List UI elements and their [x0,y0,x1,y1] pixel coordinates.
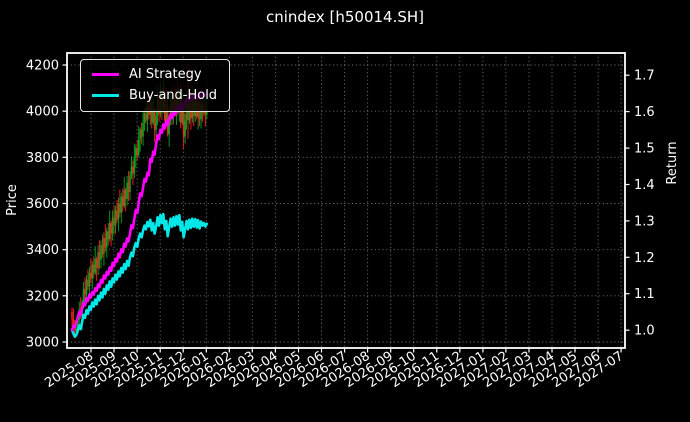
svg-text:4000: 4000 [26,105,59,120]
svg-text:3200: 3200 [26,289,59,304]
legend-item-buy-and-hold: Buy-and-Hold [92,88,217,103]
svg-text:1.7: 1.7 [634,69,655,84]
svg-text:1.1: 1.1 [634,287,655,302]
svg-text:3800: 3800 [26,151,59,166]
plot-border [66,52,626,349]
y-axis-label-price: Price [5,184,20,216]
svg-text:3400: 3400 [26,243,59,258]
svg-text:1.5: 1.5 [634,142,655,157]
svg-text:1.6: 1.6 [634,105,655,120]
svg-text:1.0: 1.0 [634,324,655,339]
series-buy-and-hold [70,212,209,339]
legend-swatch-cyan [92,94,119,97]
legend-label-buy-and-hold: Buy-and-Hold [129,88,218,103]
svg-text:1.4: 1.4 [634,178,655,193]
legend: AI Strategy Buy-and-Hold [80,59,231,112]
chart-title: cnindex [h50014.SH] [265,8,425,26]
legend-label-ai-strategy: AI Strategy [129,67,202,82]
legend-item-ai-strategy: AI Strategy [92,67,217,82]
y-axis-label-return: Return [665,141,680,185]
svg-text:4200: 4200 [26,59,59,74]
svg-text:1.2: 1.2 [634,251,655,266]
svg-text:3000: 3000 [26,336,59,351]
legend-swatch-magenta [92,73,119,76]
svg-text:3600: 3600 [26,197,59,212]
svg-text:1.3: 1.3 [634,214,655,229]
